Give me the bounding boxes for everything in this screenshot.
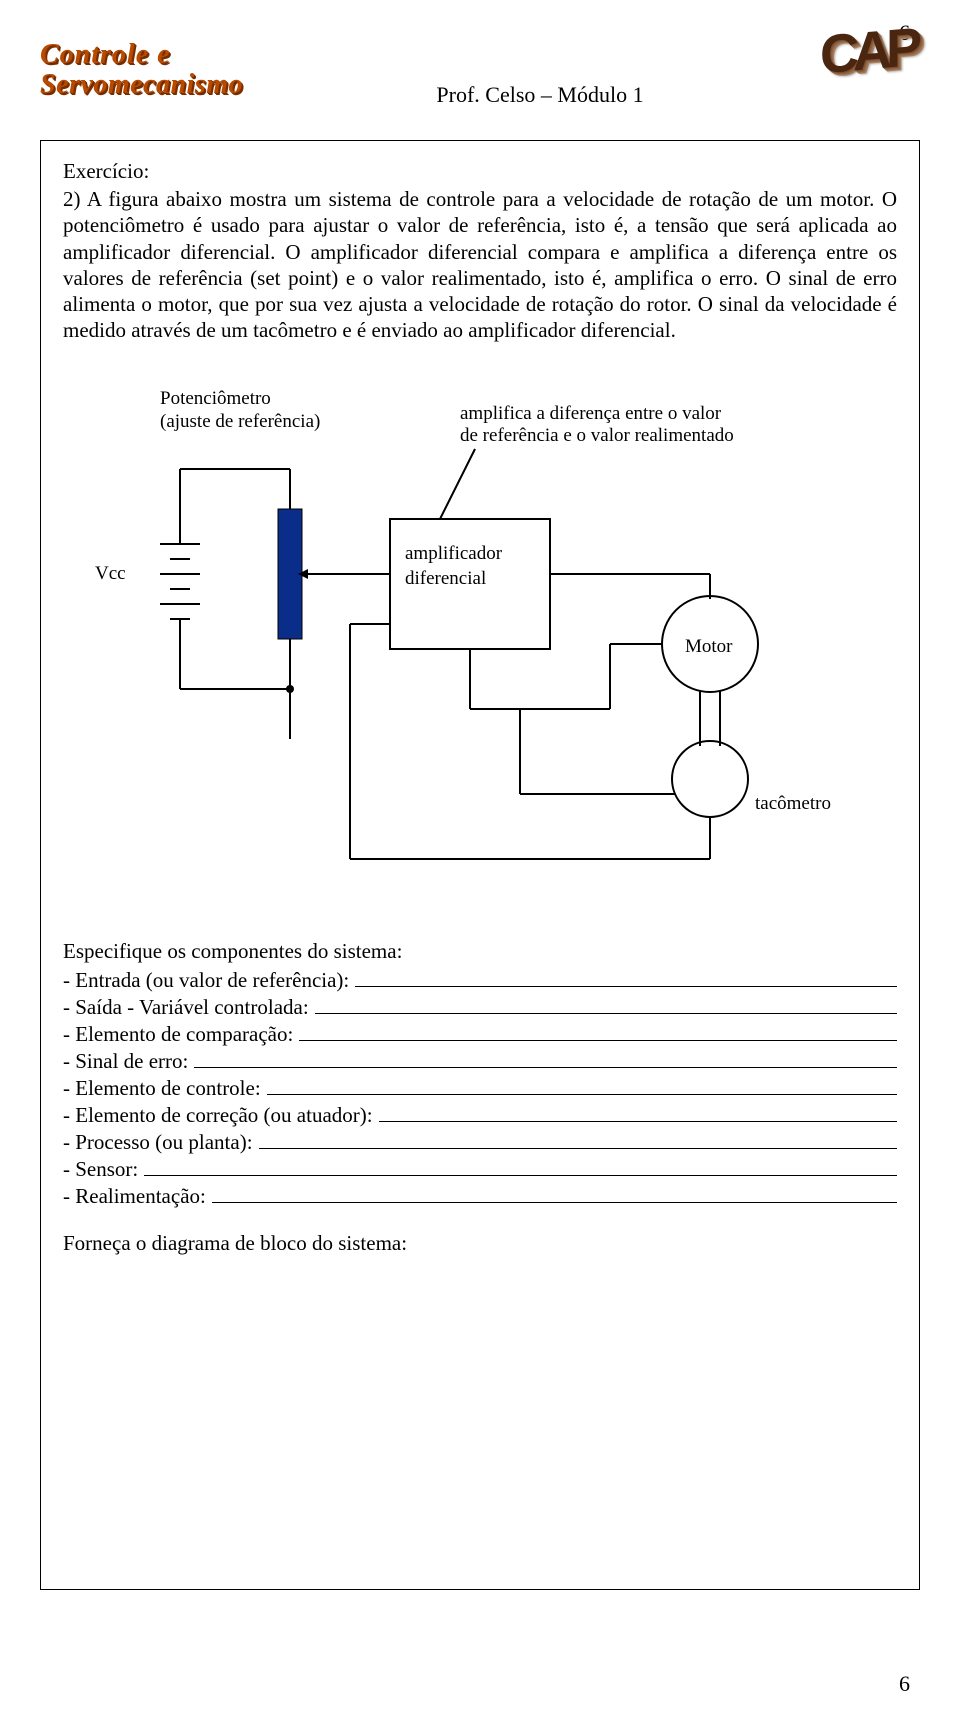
spec-item-6: - Processo (ou planta): [63, 1130, 897, 1155]
label-amp-desc2: de referência e o valor realimentado [460, 425, 734, 446]
diagram-svg: Potenciômetro (ajuste de referência) amp… [90, 379, 870, 899]
spec-label: - Elemento de controle: [63, 1076, 261, 1101]
logo-left: Controle e Servomecanismo [40, 39, 260, 101]
spec-title: Especifique os componentes do sistema: [63, 939, 897, 964]
blank-line [379, 1104, 897, 1122]
label-amp-box2: diferencial [405, 568, 486, 589]
spec-item-3: - Sinal de erro: [63, 1049, 897, 1074]
page-number-bottom: 6 [899, 1671, 910, 1697]
blank-line [355, 969, 897, 987]
logo-line1: Controle e [40, 39, 260, 71]
label-amp-desc1: amplifica a diferença entre o valor [460, 403, 722, 424]
desc-pointer-line [440, 449, 475, 519]
label-vcc: Vcc [95, 563, 126, 584]
spec-item-4: - Elemento de controle: [63, 1076, 897, 1101]
label-amp-box1: amplificador [405, 543, 503, 564]
exercise-title: Exercício: [63, 159, 897, 184]
page: 6 Controle e Servomecanismo Prof. Celso … [0, 0, 960, 1717]
spec-label: - Sinal de erro: [63, 1049, 188, 1074]
label-pot-title: Potenciômetro [160, 388, 271, 409]
spec-item-7: - Sensor: [63, 1157, 897, 1182]
label-motor: Motor [685, 636, 733, 657]
blank-line [259, 1131, 897, 1149]
header-center: Prof. Celso – Módulo 1 [260, 82, 820, 108]
battery-icon [160, 544, 200, 619]
tachometer-icon [672, 741, 748, 817]
spec-label: - Entrada (ou valor de referência): [63, 968, 349, 993]
spec-label: - Realimentação: [63, 1184, 206, 1209]
blank-line [212, 1185, 897, 1203]
cap-3d-text: CAP [820, 16, 920, 87]
label-pot-sub: (ajuste de referência) [160, 411, 320, 432]
spec-item-2: - Elemento de comparação: [63, 1022, 897, 1047]
label-taco: tacômetro [755, 793, 831, 814]
content-box: Exercício: 2) A figura abaixo mostra um … [40, 140, 920, 1590]
spec-label: - Saída - Variável controlada: [63, 995, 309, 1020]
spec-item-1: - Saída - Variável controlada: [63, 995, 897, 1020]
spec-label: - Processo (ou planta): [63, 1130, 253, 1155]
circuit-diagram: Potenciômetro (ajuste de referência) amp… [90, 379, 870, 899]
logo-right: CAP [820, 20, 920, 120]
spec-item-8: - Realimentação: [63, 1184, 897, 1209]
blank-line [194, 1050, 897, 1068]
exercise-body: 2) A figura abaixo mostra um sistema de … [63, 186, 897, 344]
logo-line2: Servomecanismo [40, 69, 260, 101]
spec-item-5: - Elemento de correção (ou atuador): [63, 1103, 897, 1128]
blank-line [299, 1023, 897, 1041]
blank-line [315, 996, 897, 1014]
spec-label: - Elemento de comparação: [63, 1022, 293, 1047]
spec-item-0: - Entrada (ou valor de referência): [63, 968, 897, 993]
spec-label: - Elemento de correção (ou atuador): [63, 1103, 373, 1128]
final-instruction: Forneça o diagrama de bloco do sistema: [63, 1231, 897, 1256]
blank-line [267, 1077, 897, 1095]
spec-label: - Sensor: [63, 1157, 138, 1182]
header-row: Controle e Servomecanismo Prof. Celso – … [40, 20, 920, 120]
spec-section: Especifique os componentes do sistema: -… [63, 939, 897, 1256]
blank-line [144, 1158, 897, 1176]
